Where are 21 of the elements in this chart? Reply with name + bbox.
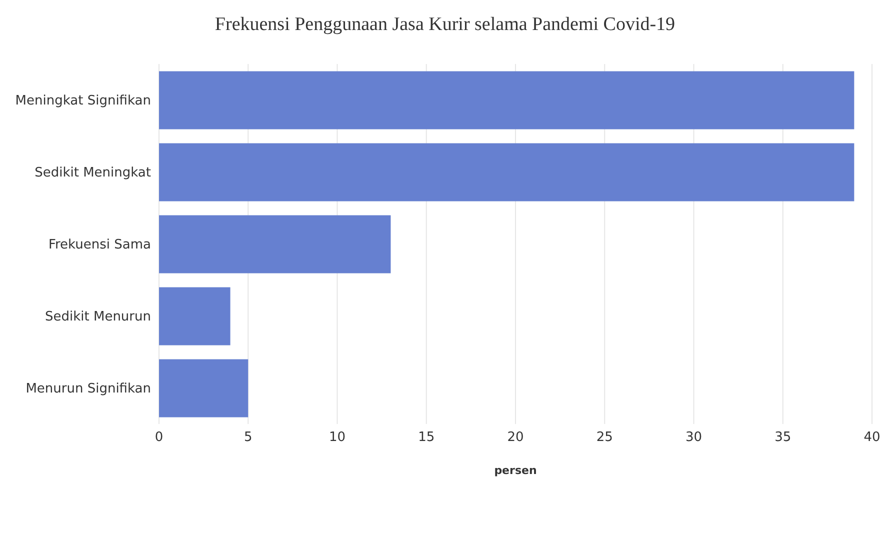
y-tick-label: Frekuensi Sama <box>48 238 151 253</box>
x-tick-label: 35 <box>774 430 792 446</box>
x-tick-label: 5 <box>244 430 252 446</box>
chart-title: Frekuensi Penggunaan Jasa Kurir selama Pandemi Covid-19 <box>214 13 676 37</box>
bar <box>159 143 854 202</box>
bar <box>159 359 248 418</box>
x-tick-label: 25 <box>596 430 613 446</box>
y-tick-label: Sedikit Menurun <box>45 310 151 325</box>
x-tick-label: 0 <box>154 430 164 446</box>
bar <box>159 215 391 274</box>
bar <box>159 71 854 130</box>
bar <box>159 287 230 346</box>
x-tick-label: 20 <box>507 430 524 446</box>
x-tick-label: 10 <box>328 430 346 446</box>
y-tick-label: Meningkat Signifikan <box>15 94 151 109</box>
x-tick-label: 30 <box>685 430 702 446</box>
x-axis-title: persen <box>494 464 537 477</box>
x-tick-label: 15 <box>418 430 435 446</box>
x-tick-label: 40 <box>864 430 880 446</box>
y-tick-label: Menurun Signifikan <box>26 382 151 397</box>
y-tick-label: Sedikit Meningkat <box>34 166 151 181</box>
